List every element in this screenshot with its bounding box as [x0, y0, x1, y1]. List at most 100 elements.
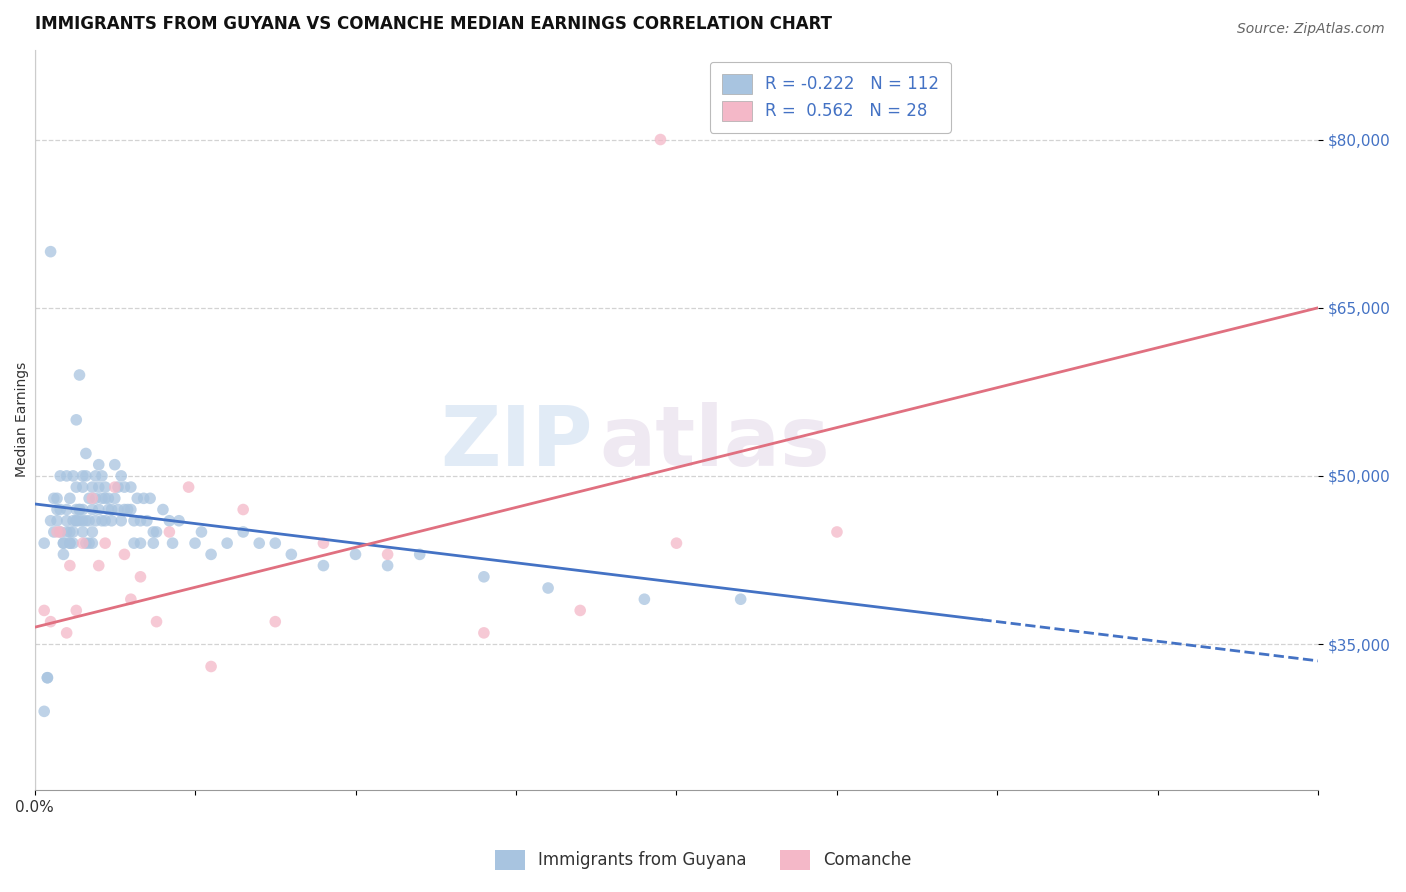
Point	[72, 524, 94, 539]
Point	[157, 524, 180, 539]
Point	[87, 558, 110, 573]
Point	[52, 548, 75, 562]
Point	[55, 524, 77, 539]
Legend: R = -0.222   N = 112, R =  0.562   N = 28: R = -0.222 N = 112, R = 0.562 N = 28	[710, 62, 950, 133]
Point	[65, 502, 87, 516]
Point	[132, 491, 155, 506]
Point	[32, 536, 55, 550]
Point	[75, 536, 97, 550]
Point	[39, 244, 62, 259]
Point	[65, 480, 87, 494]
Point	[135, 514, 157, 528]
Point	[62, 514, 84, 528]
Point	[42, 491, 65, 506]
Point	[65, 514, 87, 528]
Point	[62, 469, 84, 483]
Point	[120, 502, 142, 516]
Point	[49, 524, 72, 539]
Point	[84, 491, 107, 506]
Point	[97, 502, 120, 516]
Point	[65, 413, 87, 427]
Point	[537, 581, 560, 595]
Point	[377, 558, 399, 573]
Point	[46, 514, 69, 528]
Point	[94, 536, 117, 550]
Point	[49, 469, 72, 483]
Point	[59, 491, 82, 506]
Point	[122, 536, 145, 550]
Point	[72, 536, 94, 550]
Point	[69, 368, 91, 382]
Point	[100, 514, 122, 528]
Point	[122, 514, 145, 528]
Point	[46, 491, 69, 506]
Point	[55, 625, 77, 640]
Text: ZIP: ZIP	[440, 401, 593, 483]
Point	[87, 502, 110, 516]
Point	[344, 548, 367, 562]
Point	[110, 514, 132, 528]
Point	[87, 480, 110, 494]
Point	[472, 625, 495, 640]
Point	[46, 524, 69, 539]
Point	[91, 514, 114, 528]
Point	[42, 524, 65, 539]
Point	[129, 514, 152, 528]
Point	[280, 548, 302, 562]
Point	[104, 480, 127, 494]
Point	[264, 615, 287, 629]
Point	[52, 536, 75, 550]
Point	[52, 536, 75, 550]
Point	[120, 592, 142, 607]
Point	[77, 514, 100, 528]
Point	[69, 502, 91, 516]
Point	[129, 570, 152, 584]
Point	[82, 524, 104, 539]
Point	[650, 132, 672, 146]
Point	[190, 524, 212, 539]
Point	[91, 491, 114, 506]
Point	[112, 502, 135, 516]
Point	[94, 480, 117, 494]
Point	[152, 502, 174, 516]
Point	[55, 502, 77, 516]
Point	[100, 502, 122, 516]
Text: atlas: atlas	[599, 401, 830, 483]
Point	[217, 536, 239, 550]
Point	[569, 603, 592, 617]
Point	[55, 514, 77, 528]
Legend: Immigrants from Guyana, Comanche: Immigrants from Guyana, Comanche	[488, 843, 918, 877]
Point	[94, 491, 117, 506]
Point	[55, 469, 77, 483]
Point	[472, 570, 495, 584]
Point	[94, 514, 117, 528]
Point	[77, 536, 100, 550]
Point	[120, 480, 142, 494]
Point	[72, 480, 94, 494]
Point	[145, 615, 167, 629]
Point	[247, 536, 270, 550]
Text: Source: ZipAtlas.com: Source: ZipAtlas.com	[1237, 22, 1385, 37]
Point	[157, 514, 180, 528]
Point	[49, 502, 72, 516]
Point	[665, 536, 688, 550]
Point	[184, 536, 207, 550]
Point	[200, 548, 222, 562]
Point	[142, 524, 165, 539]
Point	[59, 536, 82, 550]
Point	[84, 514, 107, 528]
Point	[32, 704, 55, 718]
Point	[59, 536, 82, 550]
Point	[82, 536, 104, 550]
Point	[82, 480, 104, 494]
Point	[312, 536, 335, 550]
Point	[177, 480, 200, 494]
Point	[107, 480, 129, 494]
Point	[91, 469, 114, 483]
Point	[97, 491, 120, 506]
Point	[62, 536, 84, 550]
Point	[232, 502, 254, 516]
Point	[825, 524, 848, 539]
Point	[312, 558, 335, 573]
Point	[59, 558, 82, 573]
